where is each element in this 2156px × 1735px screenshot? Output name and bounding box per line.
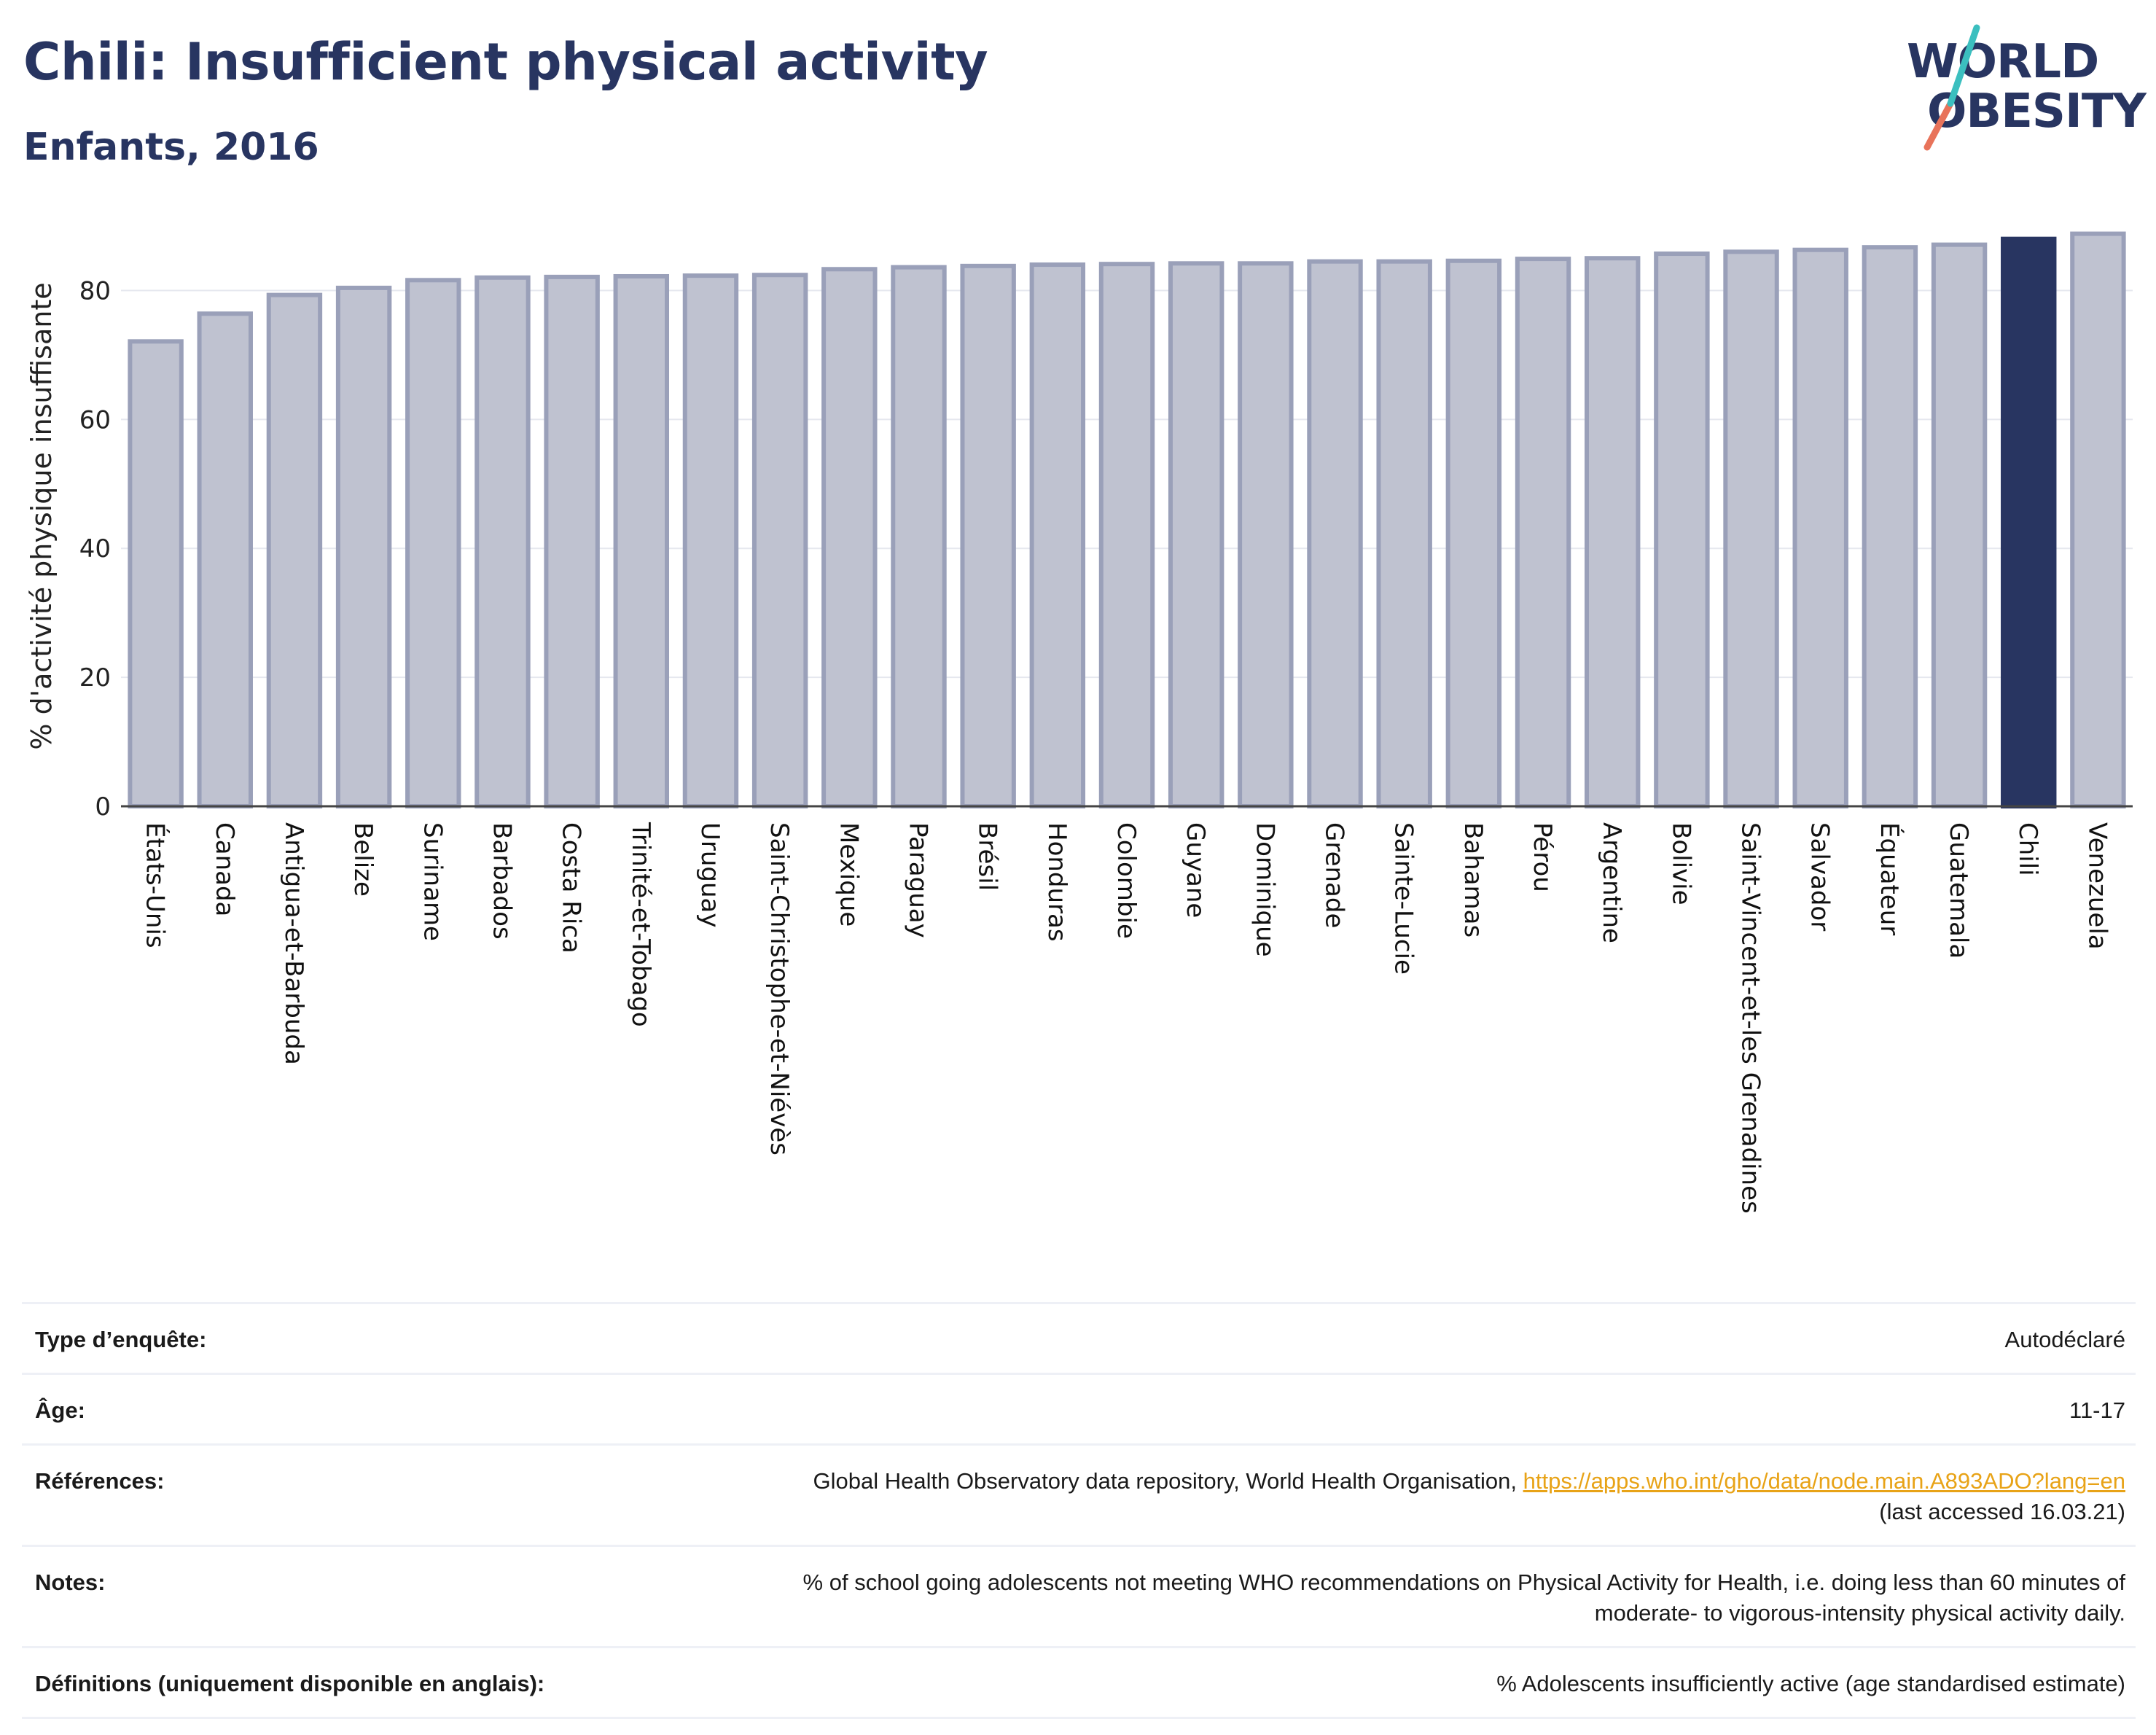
bar-21 (1584, 256, 1641, 808)
meta-refs-link[interactable]: https://apps.who.int/gho/data/node.main.… (1523, 1468, 2125, 1494)
bar-3 (335, 285, 392, 808)
bar-11 (891, 265, 947, 809)
y-tick-label: 40 (79, 534, 111, 564)
x-tick-label: Suriname (418, 822, 447, 941)
x-tick-label: Brésil (973, 822, 1002, 891)
bar-2 (266, 292, 323, 808)
y-axis-label: % d'activité physique insuffisante (26, 282, 58, 749)
x-tick-label: Barbados (487, 822, 516, 940)
x-tick-label: Guyane (1181, 822, 1210, 918)
x-tick-label: Canada (210, 822, 239, 916)
x-tick-label: Saint-Christophe-et-Niévès (765, 822, 794, 1155)
meta-age-value: 11-17 (2069, 1397, 2125, 1423)
meta-row-references: Références: Global Health Observatory da… (22, 1443, 2136, 1545)
x-tick-label: Bahamas (1458, 822, 1488, 937)
bar-25 (1862, 245, 1918, 809)
y-tick-label: 0 (95, 792, 111, 822)
meta-notes-line-2: moderate- to vigorous-intensity physical… (1594, 1600, 2125, 1626)
bar-6 (544, 274, 600, 809)
x-tick-label: Uruguay (695, 822, 724, 928)
bar-5 (474, 275, 531, 808)
bar-4 (405, 278, 461, 808)
x-tick-label: Colombie (1112, 822, 1141, 939)
bar-18 (1376, 259, 1432, 808)
x-tick-label: Costa Rica (557, 822, 586, 954)
x-tick-label: Pérou (1528, 822, 1557, 892)
bar-7 (613, 273, 670, 808)
x-tick-label: Grenade (1320, 822, 1349, 928)
bar-20 (1515, 257, 1571, 808)
bar-chart: 0 20 40 60 80 % d'activité physique insuffisa… (26, 231, 2133, 1214)
bar-28 (2070, 231, 2126, 808)
bar-12 (960, 263, 1016, 808)
meta-notes-line-1: % of school going adolescents not meetin… (802, 1570, 2125, 1595)
bar-27 (2001, 236, 2057, 808)
bar-26 (1931, 242, 1988, 809)
x-tick-label: Saint-Vincent-et-les Grenadines (1736, 822, 1765, 1214)
x-tick-label: Sainte-Lucie (1389, 822, 1418, 975)
x-tick-label: Venezuela (2082, 822, 2112, 950)
x-tick-label: États-Unis (141, 822, 171, 948)
bar-23 (1723, 249, 1779, 808)
bar-13 (1029, 262, 1086, 809)
x-tick-label: Équateur (1875, 822, 1905, 935)
meta-row-age: Âge: 11-17 (22, 1373, 2136, 1443)
bar-15 (1168, 261, 1225, 808)
x-tick-label: Paraguay (903, 822, 932, 938)
bar-10 (821, 267, 878, 809)
x-tick-label: Salvador (1805, 822, 1835, 931)
logo-slash-icon (1923, 24, 1980, 151)
meta-refs-value: Global Health Observatory data repositor… (813, 1466, 2126, 1527)
meta-refs-label: Références: (35, 1468, 165, 1494)
meta-defs-value: % Adolescents insufficiently active (age… (1496, 1671, 2125, 1696)
bar-0 (128, 339, 184, 808)
meta-row-survey: Type d’enquête: Autodéclaré (22, 1302, 2136, 1373)
meta-survey-value: Autodéclaré (2004, 1327, 2125, 1352)
x-tick-label: Belize (348, 822, 378, 897)
meta-notes-value: % of school going adolescents not meetin… (803, 1567, 2125, 1629)
meta-age-label: Âge: (35, 1397, 85, 1423)
metadata-table: Type d’enquête: Autodéclaré Âge: 11-17 R… (22, 1302, 2136, 1719)
meta-refs-text: Global Health Observatory data repositor… (813, 1468, 1517, 1494)
meta-defs-label: Définitions (uniquement disponible en an… (35, 1671, 545, 1696)
bar-9 (751, 273, 808, 809)
bar-22 (1654, 252, 1710, 808)
x-tick-label: Bolivie (1666, 822, 1695, 905)
bar-19 (1445, 258, 1502, 808)
logo-line-2: OBESITY (1927, 85, 2147, 139)
meta-row-definitions: Définitions (uniquement disponible en an… (22, 1646, 2136, 1719)
meta-refs-access: (last accessed 16.03.21) (1879, 1499, 2125, 1524)
x-tick-label: Argentine (1597, 822, 1626, 943)
bar-17 (1307, 259, 1363, 808)
bar-14 (1098, 262, 1155, 808)
x-tick-label: Dominique (1250, 822, 1279, 957)
bar-24 (1792, 247, 1848, 809)
logo-line-1: WORLD (1907, 35, 2099, 89)
x-tick-label: Trinité-et-Tobago (626, 822, 655, 1027)
meta-survey-label: Type d’enquête: (35, 1327, 207, 1352)
y-tick-label: 80 (79, 276, 111, 305)
x-tick-label: Guatemala (1944, 822, 1973, 959)
page-title: Chili: Insufficient physical activity (23, 32, 988, 92)
y-tick-label: 60 (79, 405, 111, 434)
x-tick-label: Chili (2013, 822, 2042, 876)
world-obesity-logo: WORLD OBESITY (1902, 22, 2147, 153)
page-subtitle: Enfants, 2016 (23, 125, 319, 169)
meta-row-notes: Notes: % of school going adolescents not… (22, 1545, 2136, 1646)
bar-1 (197, 311, 253, 809)
bar-16 (1238, 261, 1294, 808)
x-tick-label: Honduras (1042, 822, 1071, 942)
x-tick-label: Antigua-et-Barbuda (279, 822, 308, 1065)
meta-notes-label: Notes: (35, 1570, 106, 1595)
y-tick-label: 20 (79, 663, 111, 693)
bar-8 (682, 273, 739, 808)
x-tick-label: Mexique (834, 822, 863, 927)
